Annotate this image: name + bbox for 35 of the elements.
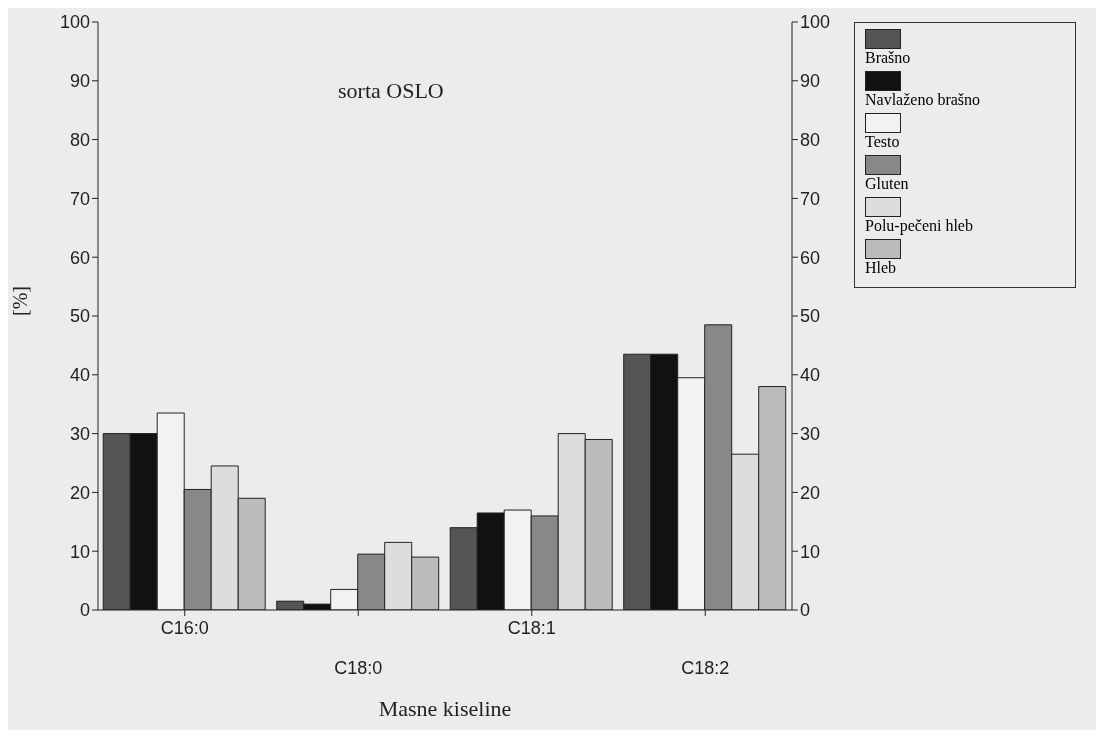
y2-tick-label: 10 <box>800 541 821 562</box>
legend-label: Gluten <box>865 175 910 193</box>
x-tick-label: C18:2 <box>681 658 730 678</box>
x-tick-label: C16:0 <box>160 618 209 638</box>
y-tick-label: 10 <box>69 541 90 562</box>
y-tick-label: 0 <box>79 600 90 621</box>
x-tick-label: C18:1 <box>507 618 556 638</box>
y2-tick-label: 30 <box>800 423 821 444</box>
x-axis-title: Masne kiseline <box>378 696 512 721</box>
y-tick-label: 40 <box>69 365 90 386</box>
y-tick-label: 50 <box>69 306 90 327</box>
y2-tick-label: 60 <box>800 247 821 268</box>
y-tick-label: 70 <box>69 188 90 209</box>
y-tick-label: 100 <box>59 12 90 33</box>
legend-label: Hleb <box>865 259 898 277</box>
x-tick-label: C18:0 <box>334 658 383 678</box>
y2-tick-label: 20 <box>800 482 821 503</box>
y2-tick-label: 100 <box>800 12 831 33</box>
y-tick-label: 30 <box>69 423 90 444</box>
y-tick-label: 20 <box>69 482 90 503</box>
legend-label: Testo <box>865 133 901 151</box>
y2-tick-label: 70 <box>800 188 821 209</box>
y2-tick-label: 90 <box>800 71 821 92</box>
y2-tick-label: 40 <box>800 365 821 386</box>
legend-label: Brašno <box>865 49 912 67</box>
y2-tick-label: 50 <box>800 306 821 327</box>
legend-label: Navlaženo brašno <box>865 91 982 109</box>
text: sorta OSLO <box>338 78 444 104</box>
y2-tick-label: 0 <box>800 600 811 621</box>
legend-label: Polu-pečeni hleb <box>865 217 974 235</box>
y-tick-label: 90 <box>69 71 90 92</box>
y-tick-label: 60 <box>69 247 90 268</box>
y-tick-label: 80 <box>69 129 90 150</box>
y-axis-title: [%] <box>9 286 32 316</box>
y2-tick-label: 80 <box>800 129 821 150</box>
